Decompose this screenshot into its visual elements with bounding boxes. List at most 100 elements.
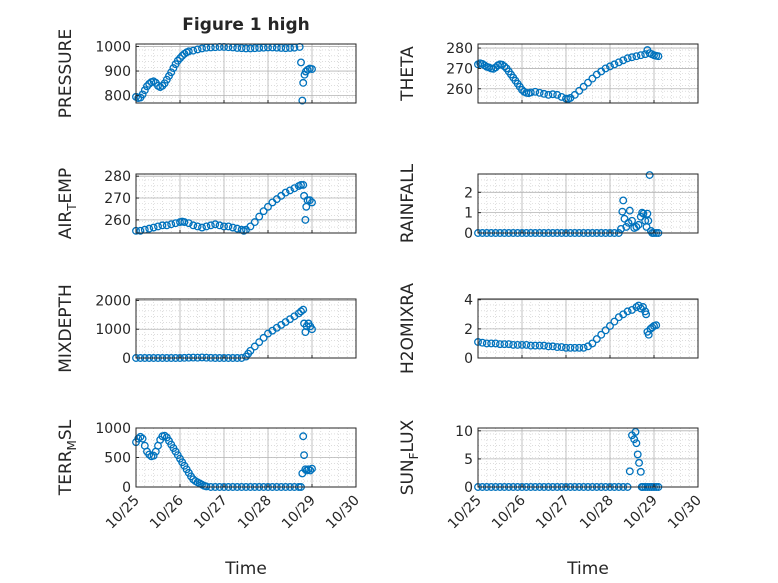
data-point [255, 43, 264, 52]
data-point [628, 53, 636, 62]
y-tick-label: 800 [104, 89, 131, 105]
figure-title: Figure 1 high [182, 15, 310, 35]
series-markers [132, 180, 316, 235]
y-axis-label: TERRMSL [56, 419, 79, 496]
data-point [482, 339, 491, 348]
data-point [202, 482, 211, 491]
data-point [513, 340, 522, 349]
data-point [631, 427, 640, 436]
data-point [167, 220, 176, 229]
data-point [610, 317, 619, 326]
data-point [255, 338, 264, 347]
y-axis-label: THETA [398, 46, 418, 102]
data-point [619, 196, 628, 205]
y-axis-label: AIRTEMP [56, 168, 79, 239]
data-point [145, 450, 154, 459]
data-point [625, 467, 634, 476]
y-tick-label: 0 [464, 351, 473, 367]
data-point [622, 222, 631, 231]
data-point [634, 220, 643, 229]
data-point [297, 307, 305, 316]
y-tick-label: 5 [464, 452, 473, 468]
data-point [531, 341, 540, 350]
data-point [504, 340, 513, 349]
data-point [138, 434, 147, 443]
data-point [259, 333, 268, 342]
data-point [654, 52, 663, 61]
y-tick-label: 1000 [95, 322, 131, 338]
data-point [211, 220, 220, 229]
data-point [636, 51, 645, 60]
data-point [623, 307, 632, 316]
data-point [496, 340, 504, 349]
data-point [544, 342, 553, 351]
data-point [305, 196, 314, 205]
data-point [220, 222, 228, 231]
xlabel-right: Time [566, 559, 609, 579]
subplot-1: 800 900 1000 PRESSURE [56, 29, 357, 118]
data-point [548, 90, 557, 99]
y-tick-label: 1000 [95, 421, 131, 437]
data-point [632, 52, 641, 61]
y-tick-label: 2000 [95, 293, 131, 309]
data-point [570, 343, 579, 352]
data-point [491, 339, 500, 348]
data-point [308, 325, 316, 334]
y-tick-label: 500 [104, 451, 131, 467]
series-markers [474, 301, 661, 352]
data-point [140, 86, 149, 95]
data-point [189, 46, 198, 55]
data-point [224, 222, 233, 231]
data-point [638, 208, 647, 217]
data-point [579, 82, 588, 91]
data-point [487, 339, 496, 348]
data-point [522, 340, 531, 349]
data-point [509, 340, 518, 349]
data-point [145, 224, 154, 233]
data-point [518, 340, 526, 349]
data-point [169, 64, 178, 73]
data-point [610, 60, 619, 69]
data-point [308, 198, 316, 207]
data-point [478, 338, 487, 347]
data-point [601, 326, 610, 335]
data-point [162, 221, 171, 230]
data-point [250, 218, 259, 227]
data-point [531, 87, 540, 96]
data-point [237, 44, 246, 53]
data-point [198, 223, 206, 232]
data-point [632, 439, 641, 448]
data-point [198, 353, 206, 362]
y-tick-label: 260 [104, 213, 131, 229]
data-point [588, 339, 597, 348]
data-point [250, 342, 259, 351]
data-point [639, 209, 648, 218]
data-point [277, 43, 286, 52]
data-point [639, 303, 647, 311]
y-axis-label: RAINFALL [398, 163, 418, 243]
data-point [215, 221, 224, 230]
subplot-5: 0 1000 2000 MIXDEPTH [56, 284, 357, 373]
data-point [176, 54, 184, 63]
data-point [619, 56, 628, 65]
data-point [149, 451, 158, 460]
y-tick-label: 2 [464, 185, 473, 201]
data-point [250, 44, 259, 53]
data-point [158, 81, 167, 90]
y-tick-label: 0 [122, 351, 131, 367]
data-point [301, 215, 310, 224]
data-point [526, 88, 535, 97]
data-point [620, 214, 629, 223]
data-point [648, 323, 657, 332]
data-point [597, 330, 606, 339]
axes-box [477, 427, 699, 488]
data-point [535, 341, 544, 350]
y-tick-label: 2 [464, 322, 473, 338]
axes-box [135, 298, 357, 359]
y-tick-label: 0 [464, 226, 473, 242]
data-point [189, 221, 198, 230]
data-point [588, 74, 597, 83]
y-tick-label: 280 [446, 41, 473, 57]
data-point [645, 171, 654, 179]
data-point [290, 184, 299, 193]
